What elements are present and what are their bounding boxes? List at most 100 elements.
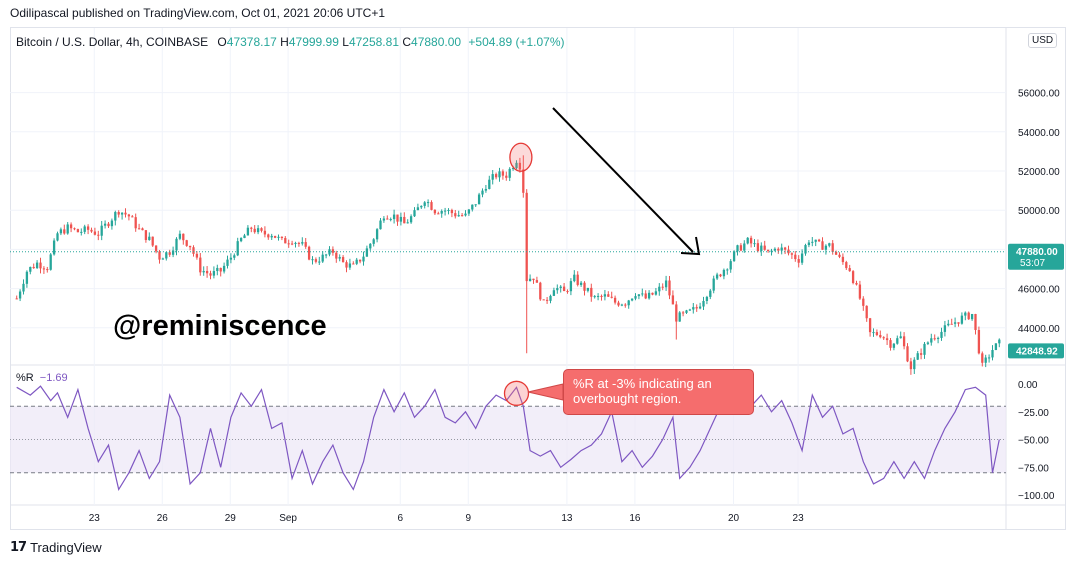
legend-low-label: L: [342, 35, 349, 49]
candle-body: [379, 220, 382, 230]
candle-body: [168, 252, 171, 255]
candle-body: [202, 270, 205, 273]
price-tick-label: 50000.00: [1018, 206, 1060, 217]
candle-body: [933, 338, 936, 340]
time-tick-label: 16: [629, 513, 641, 524]
candle-body: [943, 325, 947, 332]
candle-body: [127, 214, 131, 217]
candle-body: [328, 249, 331, 255]
candle-body: [879, 335, 882, 338]
candle-body: [654, 291, 658, 295]
candle-body: [426, 202, 430, 204]
time-tick-label: 6: [398, 513, 404, 524]
candle-body: [413, 210, 416, 217]
candle-body: [22, 283, 25, 292]
candle-body: [736, 245, 739, 252]
wr-line: [16, 385, 1000, 491]
candle-body: [719, 274, 722, 277]
candle-body: [583, 282, 586, 291]
candle-body: [477, 194, 481, 205]
candle-body: [542, 299, 545, 301]
candle-body: [559, 286, 562, 289]
candle-body: [763, 245, 766, 250]
candle-body: [474, 204, 477, 206]
legend-high: 47999.99: [288, 35, 339, 49]
candle-body: [216, 267, 219, 272]
candle-body: [226, 259, 229, 266]
candle-body: [76, 229, 80, 233]
candle-body: [100, 225, 103, 236]
candle-body: [882, 337, 885, 339]
candle-body: [409, 216, 413, 223]
candle-body: [141, 228, 144, 231]
candle-body: [314, 259, 318, 262]
candle-body: [603, 294, 607, 297]
candle-body: [671, 295, 675, 305]
candle-body: [644, 293, 647, 299]
candle-body: [117, 212, 120, 215]
footer: 17 TradingView: [10, 540, 102, 555]
candle-body: [709, 290, 712, 297]
candle-body: [909, 361, 913, 370]
candle-body: [596, 295, 600, 297]
candle-body: [263, 230, 267, 235]
candle-body: [46, 269, 49, 271]
candle-body: [889, 340, 892, 348]
candle-body: [522, 169, 525, 193]
candle-body: [454, 213, 457, 217]
candle-body: [239, 238, 243, 242]
candle-body: [658, 286, 661, 292]
candle-body: [86, 226, 90, 230]
candle-body: [637, 294, 641, 297]
candle-body: [899, 336, 902, 339]
candle-body: [107, 223, 110, 227]
candle-body: [42, 268, 46, 270]
candle-body: [777, 248, 780, 251]
candle-body: [97, 234, 100, 236]
currency-badge[interactable]: USD: [1028, 33, 1058, 48]
candle-body: [787, 249, 790, 254]
candle-body: [549, 295, 552, 301]
candle-body: [722, 269, 726, 277]
candle-body: [182, 233, 185, 241]
candle-body: [80, 231, 83, 233]
price-tick-label: 44000.00: [1018, 324, 1060, 335]
candle-body: [862, 298, 865, 306]
candle-body: [256, 228, 260, 233]
candle-body: [484, 188, 488, 191]
candle-body: [630, 298, 634, 301]
candle-body: [66, 224, 69, 234]
candle-body: [930, 338, 933, 343]
candle-body: [552, 290, 556, 296]
candle-body: [158, 251, 161, 260]
candle-body: [647, 292, 651, 299]
candle-body: [848, 268, 851, 272]
candle-body: [539, 282, 542, 300]
candle-body: [307, 246, 311, 260]
candle-body: [794, 254, 797, 260]
candle-body: [698, 306, 702, 309]
candle-body: [627, 300, 630, 306]
candle-body: [110, 220, 114, 227]
candle-body: [834, 251, 838, 255]
candle-body: [702, 300, 705, 307]
candle-body: [433, 209, 437, 214]
candle-body: [967, 312, 970, 320]
candle-body: [437, 213, 440, 215]
candle-body: [212, 271, 216, 276]
candle-body: [260, 228, 263, 231]
candle-body: [236, 241, 239, 256]
candle-body: [420, 205, 423, 208]
candle-body: [287, 243, 290, 245]
candle-body: [906, 346, 909, 362]
candle-body: [229, 257, 233, 260]
candle-body: [341, 257, 345, 263]
candle-body: [590, 287, 593, 297]
legend-change: +504.89 (+1.07%): [468, 35, 565, 49]
price-tick-label: 52000.00: [1018, 167, 1060, 178]
candle-body: [52, 240, 56, 255]
publisher-line: Odilipascal published on TradingView.com…: [10, 6, 385, 20]
candle-body: [90, 229, 93, 232]
candle-body: [569, 281, 573, 292]
